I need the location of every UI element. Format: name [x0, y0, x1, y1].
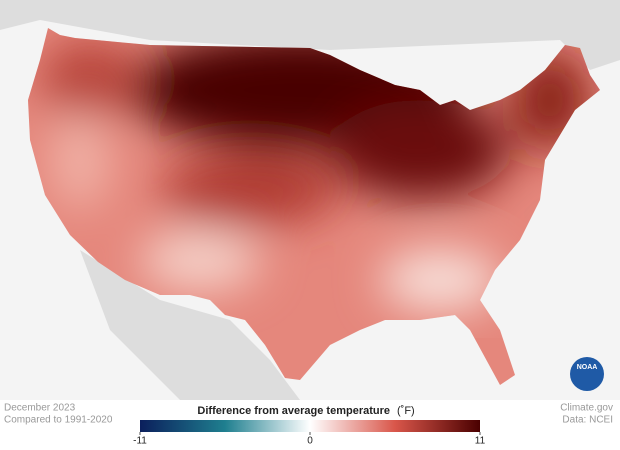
mexico [80, 250, 300, 400]
noaa-logo [570, 357, 604, 391]
baseline: Compared to 1991-2020 [4, 415, 113, 426]
legend-tick-label: -11 [133, 436, 147, 447]
credit: Climate.gov [560, 403, 613, 414]
legend-tick-label: 0 [307, 436, 313, 447]
source: Data: NCEI [562, 415, 613, 426]
canada [0, 0, 620, 70]
logo-text: NOAA [577, 364, 598, 371]
legend-tick-label: 11 [475, 436, 486, 447]
date: December 2023 [4, 403, 76, 414]
legend-title: Difference from average temperature [197, 405, 390, 417]
temperature-map [28, 28, 600, 385]
legend-unit: (˚F) [397, 405, 415, 417]
color-bar [140, 420, 480, 432]
